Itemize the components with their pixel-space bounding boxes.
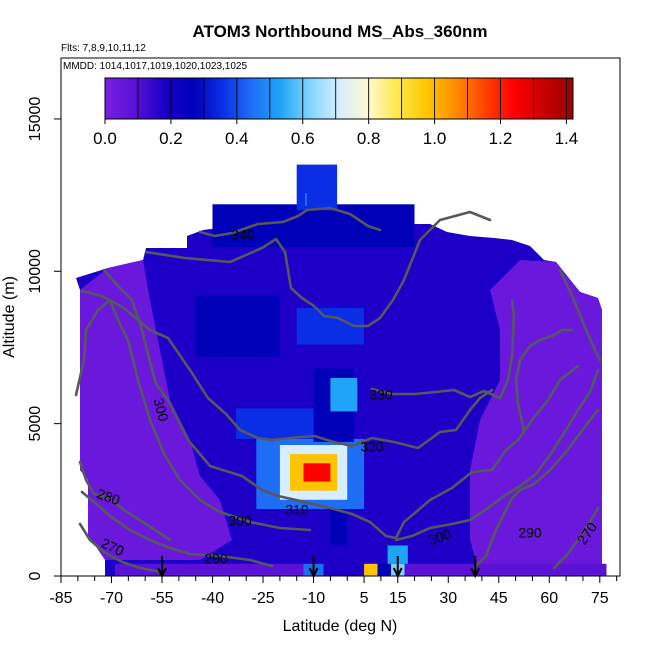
- chart-title: ATOM3 Northbound MS_Abs_360nm: [192, 22, 487, 41]
- heatmap-cell: [212, 204, 415, 247]
- x-tick-label: -25: [251, 590, 274, 607]
- contour-label: 290: [204, 551, 228, 567]
- contour-line-270-west: [78, 522, 162, 574]
- contour-line-290-east: [472, 408, 600, 570]
- heatmap-cell: [330, 509, 348, 546]
- colorbar: 0.0 0.2 0.4 0.6 0.8 1.0 1.2 1.4: [93, 77, 579, 148]
- colorbar-tick-label: 1.4: [555, 129, 579, 148]
- heatmap-cell: [377, 563, 391, 576]
- contour-label: 330: [369, 387, 393, 403]
- contour-line-280: [78, 460, 172, 542]
- colorbar-tick-label: 1.0: [423, 129, 447, 148]
- x-axis-label: Latitude (deg N): [283, 618, 398, 635]
- dates-annotation: MMDD: 1014,1017,1019,1020,1023,1025: [63, 61, 247, 72]
- x-tick-label: -85: [49, 590, 72, 607]
- flights-annotation: Flts: 7,8,9,10,11,12: [61, 43, 146, 54]
- contour-line-320: [80, 289, 494, 450]
- contour-label: 290: [518, 525, 542, 541]
- contour-line-270-east: [552, 506, 600, 570]
- contour-label: 300: [151, 396, 173, 423]
- x-tick-label: -40: [201, 590, 224, 607]
- colorbar-tick-label: 0.2: [159, 129, 183, 148]
- heatmap-layer: [76, 164, 607, 576]
- heatmap-cell: [323, 563, 365, 576]
- plot-frame: [60, 57, 621, 577]
- contour-label: 340: [231, 227, 255, 243]
- y-tick-label: 10000: [27, 249, 44, 294]
- colorbar-tick-label: 0.6: [291, 129, 315, 148]
- colorbar-tick-label: 0.4: [225, 129, 249, 148]
- contour-label: 300: [228, 513, 252, 529]
- contour-line-300-east: [394, 368, 600, 542]
- x-tick-label: -10: [302, 590, 325, 607]
- y-tick-label: 5000: [27, 406, 44, 442]
- x-tick-label: 60: [540, 590, 558, 607]
- contour-line-east-upper: [558, 268, 602, 362]
- contour-line-300-west: [74, 298, 312, 532]
- y-axis-label: Altitude (m): [1, 276, 18, 358]
- west-purple-region: [80, 260, 232, 560]
- contour-line-330-west: [144, 210, 492, 328]
- x-tick-label: 45: [490, 590, 508, 607]
- contour-line-330-east: [370, 298, 516, 400]
- x-tick-label: -70: [100, 590, 123, 607]
- heatmap-cell: [404, 563, 607, 576]
- heatmap-cell: [364, 563, 378, 576]
- sample-arrows: [157, 556, 481, 579]
- contour-label: 310: [285, 502, 309, 518]
- y-tick-label: 0: [27, 571, 44, 580]
- colorbar-tick-label: 1.2: [489, 129, 513, 148]
- x-tick-label: -55: [150, 590, 173, 607]
- y-axis: 0 5000 10000 15000: [27, 97, 61, 580]
- heatmap-cell: [387, 545, 408, 564]
- y-tick-label: 15000: [27, 97, 44, 142]
- x-axis: -85 -70 -55 -40 -25 -10 5 15 30 45 60 75: [49, 576, 618, 607]
- contour-label: 280: [95, 485, 123, 508]
- contour-label: 320: [360, 439, 384, 455]
- heatmap-cell: [303, 463, 331, 482]
- x-tick-label: 15: [389, 590, 407, 607]
- x-tick-label: 75: [591, 590, 609, 607]
- x-tick-label: 30: [439, 590, 457, 607]
- colorbar-tick-label: 0.0: [93, 129, 117, 148]
- contour-layer: [74, 206, 602, 574]
- contour-line-290-west: [80, 490, 274, 568]
- contour-line-340: [198, 206, 382, 238]
- colorbar-gradient: [104, 77, 574, 120]
- contour-label: 300: [426, 525, 454, 548]
- heatmap-cell: [195, 295, 280, 357]
- contour-line-east-fold: [514, 328, 574, 432]
- heatmap-cell: [296, 164, 338, 211]
- heatmap-cell: [330, 377, 358, 412]
- contour-line-310: [102, 268, 580, 540]
- colorbar-tick-label: 0.8: [357, 129, 381, 148]
- x-tick-label: 5: [360, 590, 369, 607]
